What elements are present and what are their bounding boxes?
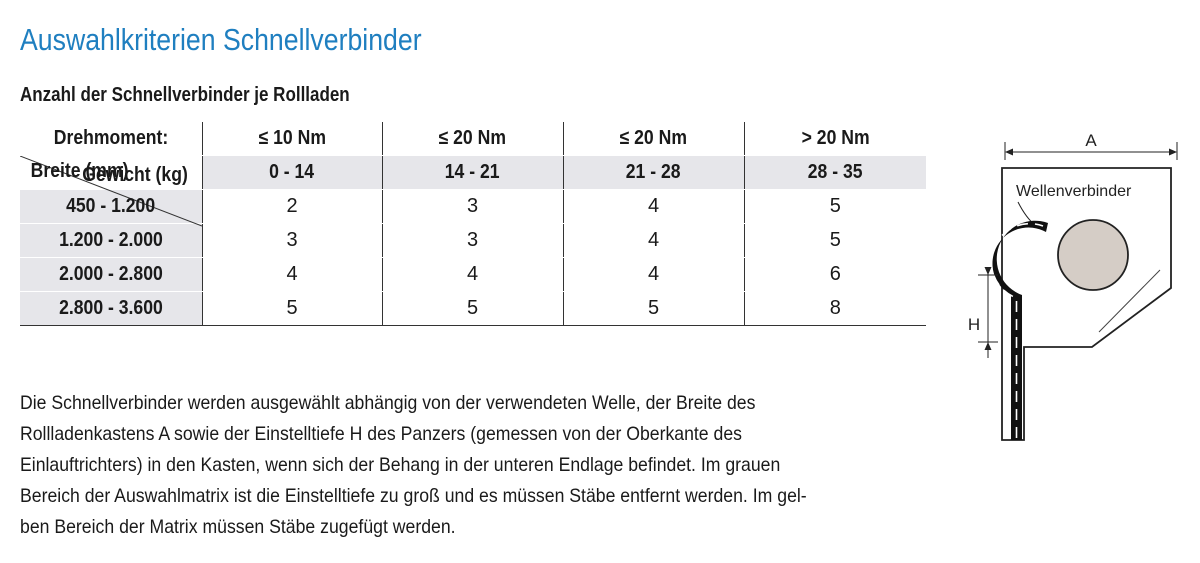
value-cell: 2	[201, 189, 382, 224]
value-cell: 5	[381, 291, 563, 326]
connector-label: Wellenverbinder	[1016, 183, 1132, 200]
table-row: 1.200 - 2.000 3 3 4 5	[20, 223, 926, 258]
arrow-up-icon	[984, 342, 992, 350]
roller-curtain	[992, 220, 1048, 440]
description-line: Bereich der Auswahlmatrix ist die Einste…	[20, 485, 807, 507]
arrow-down-icon	[984, 267, 992, 275]
weight-cell: 0 - 14	[201, 155, 382, 190]
roller-box-diagram: A Wellenverbinder H	[968, 131, 1178, 441]
arrow-right-icon	[1169, 148, 1177, 156]
value-cell: 5	[743, 189, 926, 224]
value-cell: 5	[562, 291, 744, 326]
value-cell: 5	[743, 223, 926, 258]
value-cell: 4	[562, 189, 744, 224]
weight-cell: 21 - 28	[562, 155, 744, 190]
value-cell: 5	[201, 291, 382, 326]
diagonal-divider	[20, 156, 202, 227]
weight-cell: 14 - 21	[381, 155, 563, 190]
value-cell: 4	[381, 257, 563, 292]
table-row: 2.000 - 2.800 4 4 4 6	[20, 257, 926, 292]
corner-cell: Gewicht (kg) Breite (mm)	[20, 155, 202, 227]
width-cell: 2.800 - 3.600	[20, 291, 202, 326]
value-cell: 3	[201, 223, 382, 258]
description-line: Einlauftrichters) in den Kasten, wenn si…	[20, 454, 781, 476]
description-line: ben Bereich der Matrix müssen Stäbe zuge…	[20, 516, 456, 538]
torque-cell: ≤ 20 Nm	[562, 122, 744, 156]
table-subtitle: Anzahl der Schnellverbinder je Rollladen	[20, 84, 350, 106]
curtain-slat-joints	[990, 222, 1044, 438]
value-cell: 8	[743, 291, 926, 326]
value-cell: 3	[381, 189, 563, 224]
value-cell: 3	[381, 223, 563, 258]
weight-header-row: Gewicht (kg) Breite (mm) 0 - 14 14 - 21 …	[20, 155, 926, 227]
label-h: H	[968, 315, 980, 334]
description-line: Rollladenkastens A sowie der Einstelltie…	[20, 423, 742, 445]
width-cell: 450 - 1.200	[20, 189, 202, 224]
torque-header-row: Drehmoment: ≤ 10 Nm ≤ 20 Nm ≤ 20 Nm > 20…	[20, 122, 926, 156]
value-cell: 4	[201, 257, 382, 292]
arrow-left-icon	[1005, 148, 1013, 156]
selection-matrix: Drehmoment: ≤ 10 Nm ≤ 20 Nm ≤ 20 Nm > 20…	[20, 122, 926, 326]
inner-bevel-line	[1098, 269, 1161, 333]
weight-axis-label: Gewicht (kg)	[82, 164, 189, 186]
table-row: 2.800 - 3.600 5 5 5 8	[20, 291, 926, 326]
box-outline	[1001, 167, 1172, 441]
page-title: Auswahlkriterien Schnellverbinder	[20, 22, 422, 57]
width-axis-label: Breite (mm)	[30, 160, 129, 182]
torque-cell: > 20 Nm	[743, 122, 926, 156]
torque-cell: ≤ 10 Nm	[201, 122, 382, 156]
torque-cell: ≤ 20 Nm	[381, 122, 563, 156]
value-cell: 4	[562, 223, 744, 258]
description-line: Die Schnellverbinder werden ausgewählt a…	[20, 392, 756, 414]
description-text: Die Schnellverbinder werden ausgewählt a…	[20, 388, 871, 543]
shaft-circle	[1057, 219, 1129, 291]
label-a: A	[1085, 131, 1097, 150]
torque-label: Drehmoment:	[20, 122, 202, 156]
value-cell: 4	[562, 257, 744, 292]
width-cell: 2.000 - 2.800	[20, 257, 202, 292]
width-cell: 1.200 - 2.000	[20, 223, 202, 258]
value-cell: 6	[743, 257, 926, 292]
table-row: 450 - 1.200 2 3 4 5	[20, 189, 926, 224]
weight-cell: 28 - 35	[743, 155, 926, 190]
